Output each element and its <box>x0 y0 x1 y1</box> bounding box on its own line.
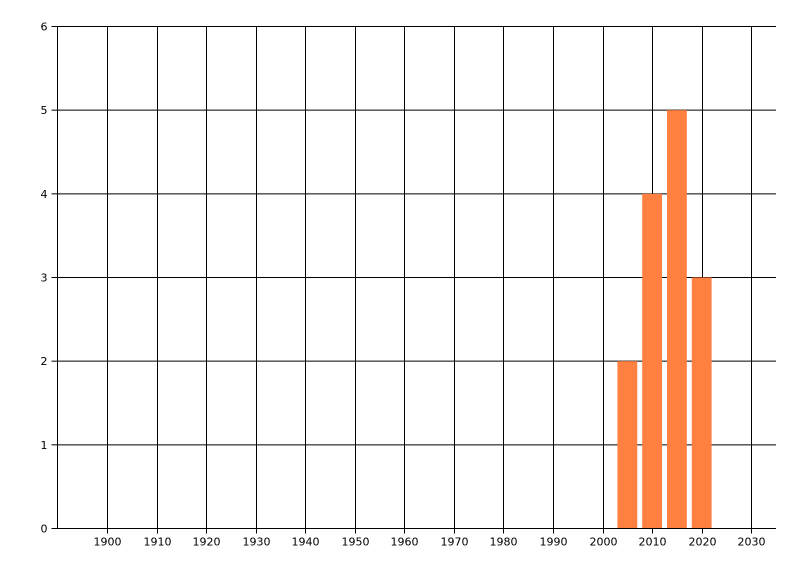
x-tick-label: 1970 <box>441 536 469 549</box>
x-tick-label: 1980 <box>490 536 518 549</box>
x-tick-label: 1990 <box>540 536 568 549</box>
y-tick-label: 0 <box>41 523 48 536</box>
y-tick-label: 4 <box>41 188 48 201</box>
y-tick-label: 6 <box>41 21 48 34</box>
x-tick-label: 1910 <box>144 536 172 549</box>
x-tick-label: 1930 <box>243 536 271 549</box>
x-tick-label: 2010 <box>639 536 667 549</box>
y-tick-label: 1 <box>41 439 48 452</box>
bar <box>666 110 687 529</box>
x-tick-label: 1960 <box>391 536 419 549</box>
x-tick-label: 2020 <box>689 536 717 549</box>
y-tick-label: 3 <box>41 272 48 285</box>
x-tick-label: 1920 <box>193 536 221 549</box>
x-tick-label: 2030 <box>738 536 766 549</box>
bar <box>617 361 638 529</box>
y-tick-label: 5 <box>41 104 48 117</box>
bar <box>691 277 712 529</box>
bar <box>642 193 663 529</box>
y-tick-label: 2 <box>41 355 48 368</box>
x-tick-label: 1940 <box>292 536 320 549</box>
x-tick-label: 1900 <box>94 536 122 549</box>
x-tick-label: 2000 <box>590 536 618 549</box>
x-tick-label: 1950 <box>342 536 370 549</box>
